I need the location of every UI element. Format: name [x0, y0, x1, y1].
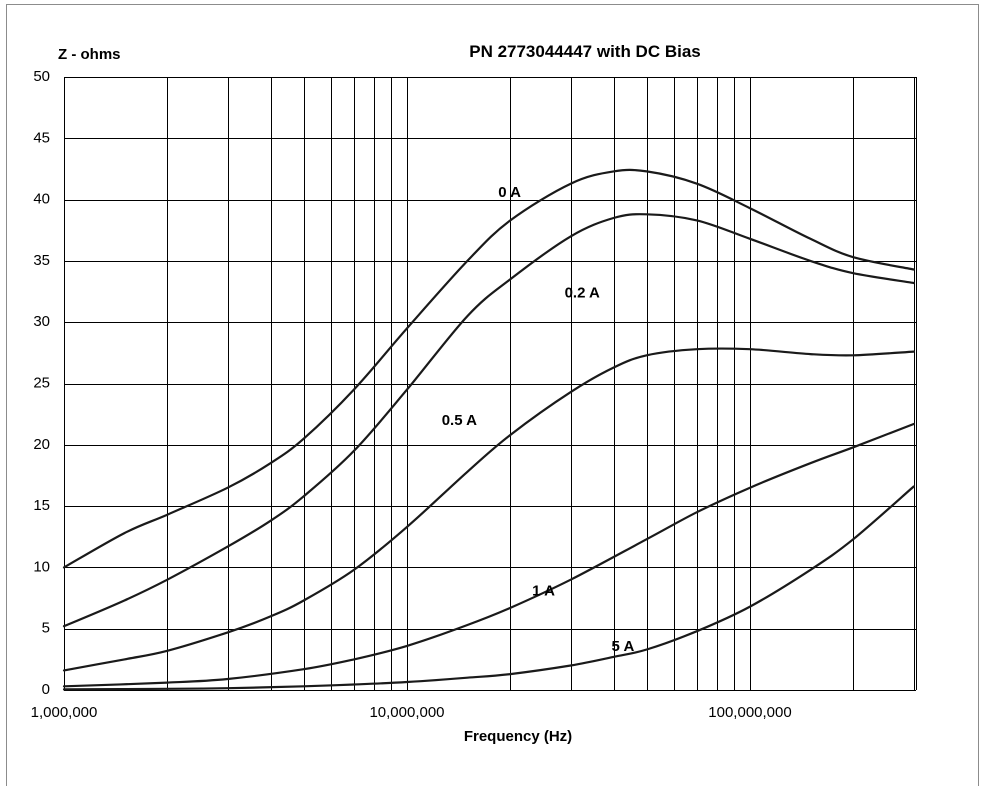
annotation-0-2-a: 0.2 A	[565, 285, 600, 302]
x-tick-label: 100,000,000	[708, 704, 791, 721]
y-tick-label: 45	[33, 129, 50, 146]
y-tick-label: 15	[33, 497, 50, 514]
y-tick-label: 5	[42, 620, 50, 637]
x-axis-ticks: 1,000,000 10,000,000 100,000,000	[31, 704, 792, 721]
y-axis-ticks: 0 5 10 15 20 25 30 35 40 45 50	[33, 68, 50, 698]
grid	[64, 77, 917, 691]
chart-title: PN 2773044447 with DC Bias	[469, 42, 701, 61]
chart-frame	[6, 4, 979, 786]
annotation-1-a: 1 A	[532, 583, 555, 600]
series-line-0-a	[62, 168, 915, 569]
y-tick-label: 25	[33, 374, 50, 391]
y-tick-label: 0	[42, 681, 50, 698]
series-line-0-2-a	[62, 213, 915, 628]
y-tick-label: 35	[33, 252, 50, 269]
y-axis-label: Z - ohms	[58, 46, 121, 63]
y-tick-label: 50	[33, 68, 50, 85]
x-tick-label: 10,000,000	[369, 704, 444, 721]
y-tick-label: 40	[33, 191, 50, 208]
series-line-5-a	[62, 485, 915, 691]
y-tick-label: 30	[33, 313, 50, 330]
series-line-1-a	[62, 422, 915, 688]
y-tick-label: 20	[33, 436, 50, 453]
annotation-5-a: 5 A	[612, 638, 635, 655]
annotation-0-5-a: 0.5 A	[442, 412, 477, 429]
x-axis-label: Frequency (Hz)	[464, 728, 572, 745]
series-line-0-5-a	[62, 347, 915, 672]
y-tick-label: 10	[33, 558, 50, 575]
series-annotations: 0 A 0.2 A 0.5 A 1 A 5 A	[442, 184, 635, 655]
annotation-0-a: 0 A	[498, 184, 521, 201]
x-tick-label: 1,000,000	[31, 704, 98, 721]
series-lines	[62, 168, 915, 691]
